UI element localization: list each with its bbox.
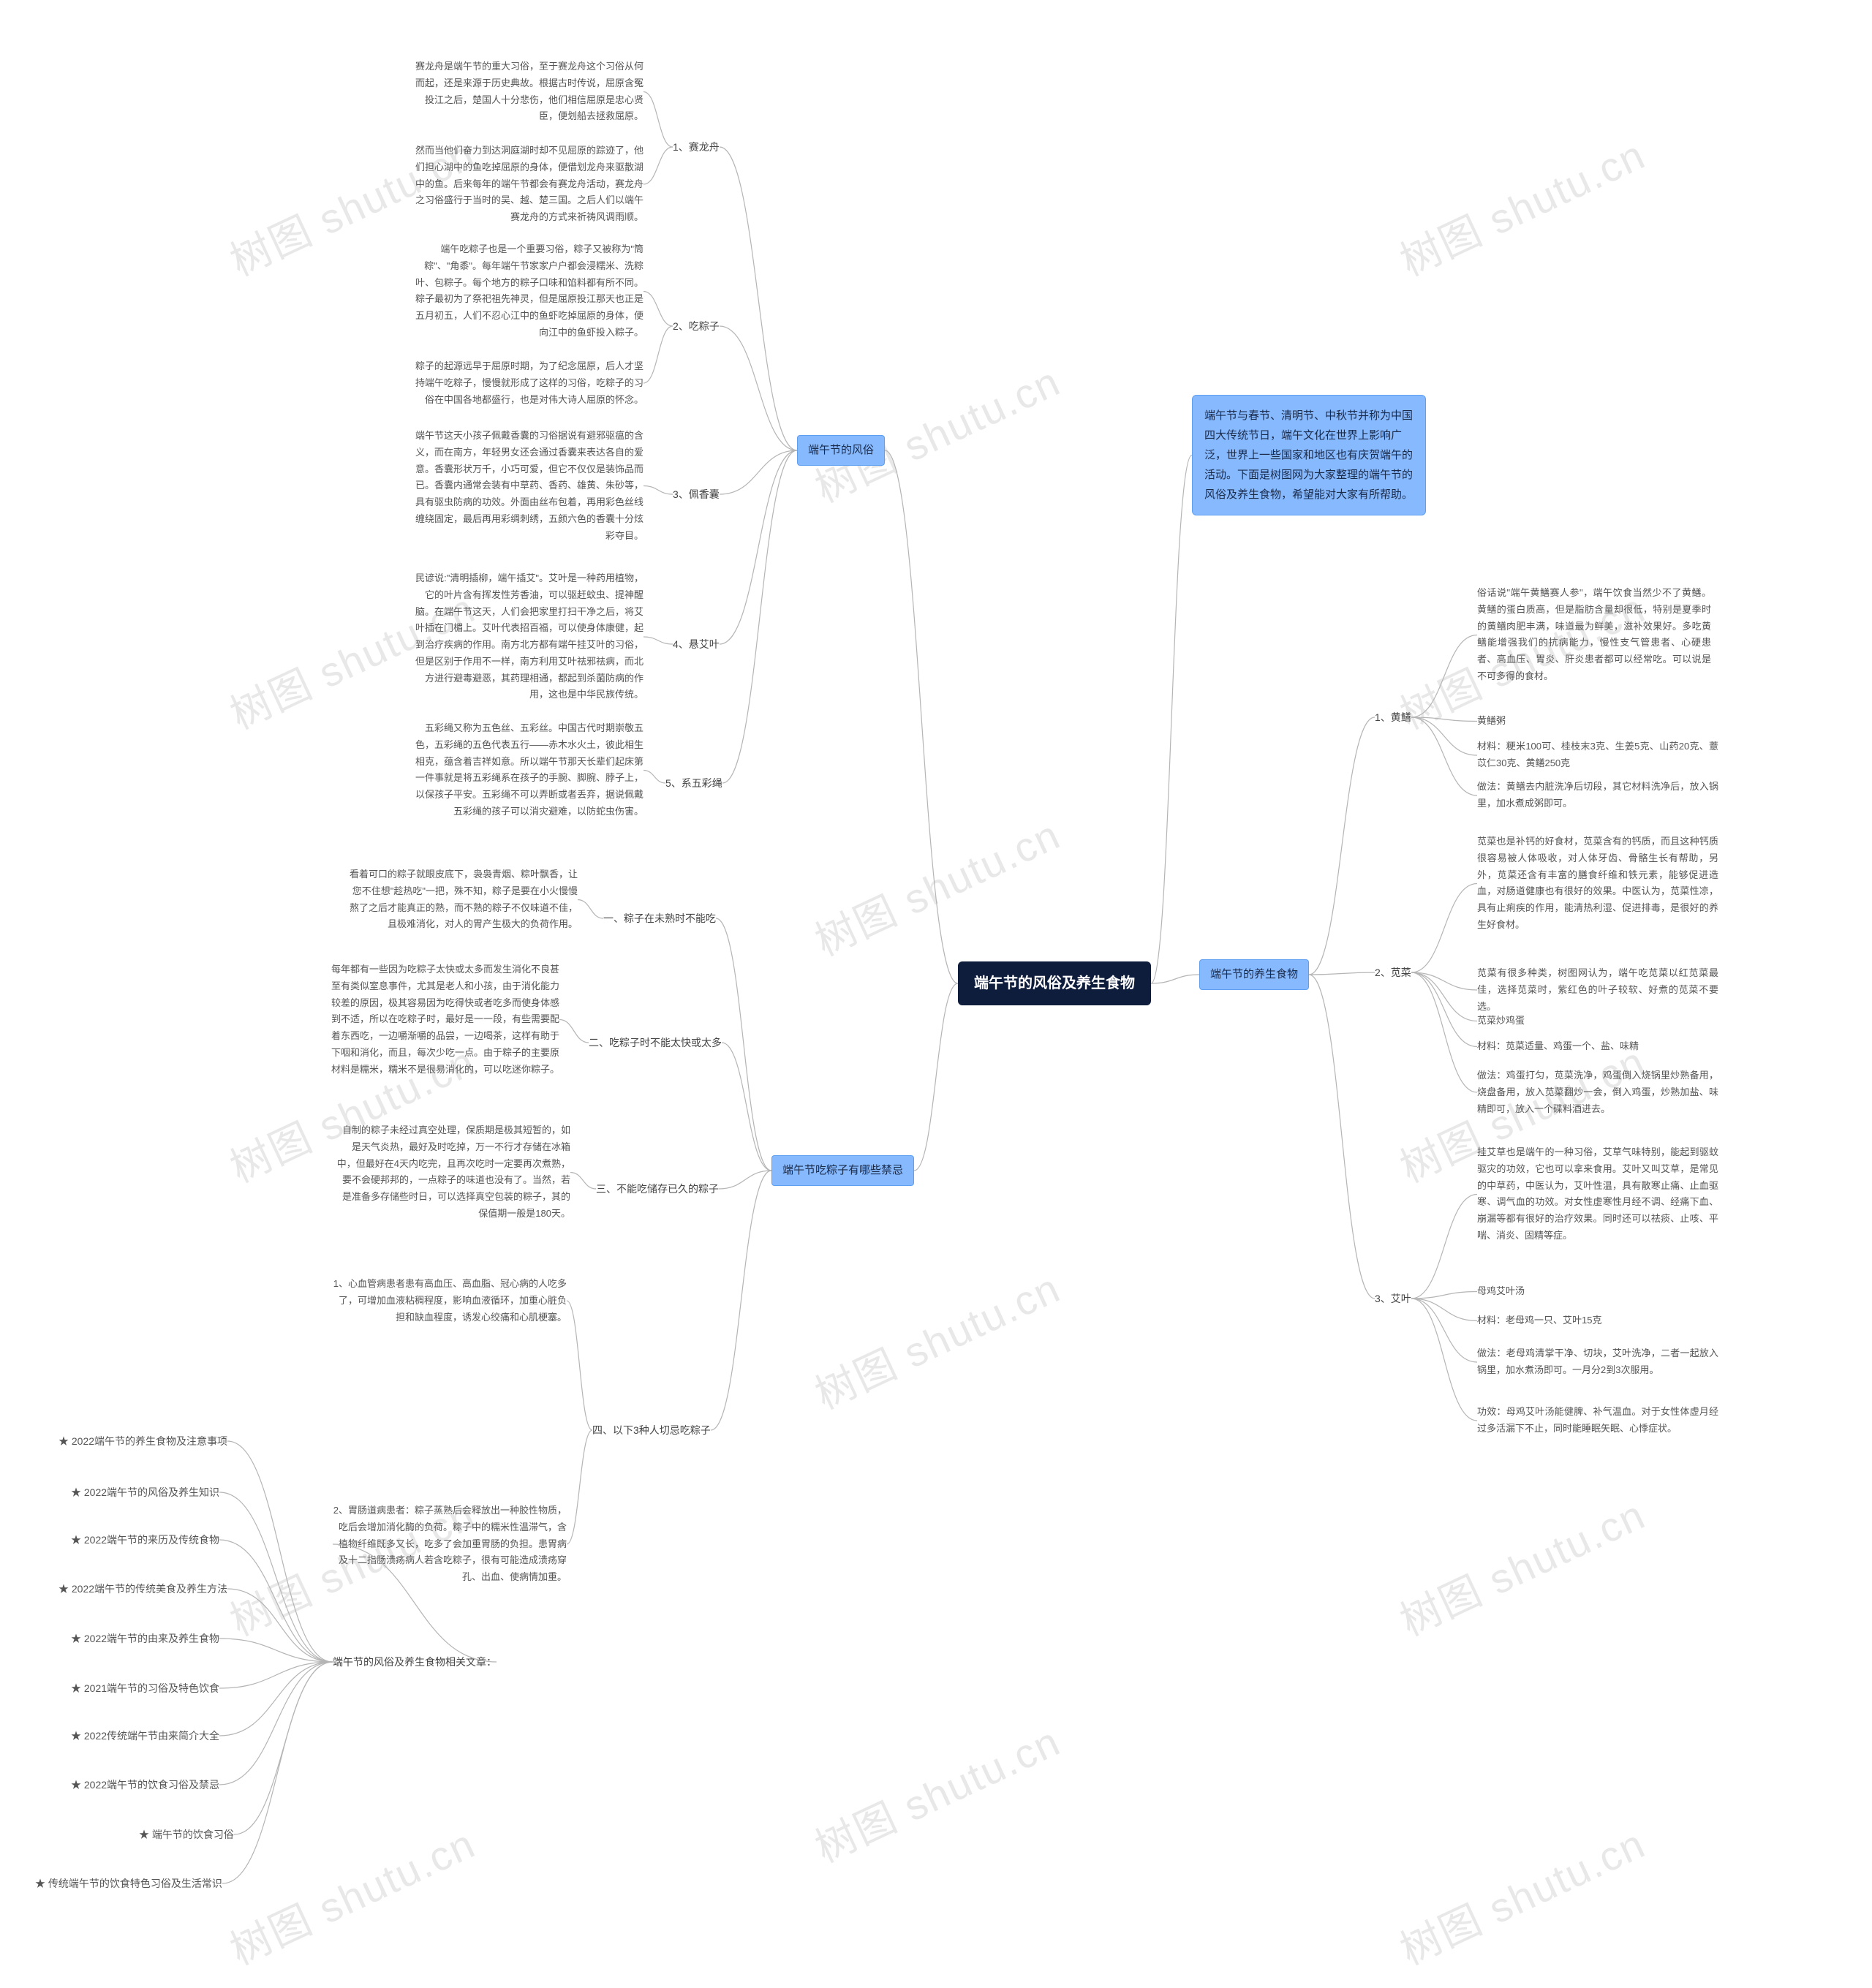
sub-c2[interactable]: 2、吃粽子 bbox=[673, 318, 720, 334]
leaf-t4p2: 2、胃肠道病患者：粽子蒸熟后会释放出一种胶性物质，吃后会增加消化酶的负荷。粽子中… bbox=[333, 1503, 567, 1586]
watermark: 树图 shutu.cn bbox=[804, 349, 1069, 514]
sub-f3[interactable]: 3、艾叶 bbox=[1375, 1290, 1411, 1307]
sub-f1[interactable]: 1、黄鳝 bbox=[1375, 709, 1411, 725]
leaf-f2p5: 做法：鸡蛋打匀，苋菜洗净，鸡蛋倒入烧锅里炒熟备用，烧盘备用，放入苋菜翻炒一会，倒… bbox=[1477, 1067, 1718, 1117]
leaf-f2p3: 苋菜炒鸡蛋 bbox=[1477, 1013, 1525, 1029]
watermark: 树图 shutu.cn bbox=[804, 1709, 1069, 1874]
leaf-c4p1: 民谚说:"清明插柳，端午插艾"。艾叶是一种药用植物，它的叶片含有挥发性芳香油，可… bbox=[410, 570, 644, 703]
leaf-f3p4: 做法：老母鸡清掌干净、切块，艾叶洗净，二者一起放入锅里，加水煮汤即可。一月分2到… bbox=[1477, 1345, 1718, 1379]
branch-taboo[interactable]: 端午节吃粽子有哪些禁忌 bbox=[771, 1155, 914, 1186]
leaf-c2p2: 粽子的起源远早于屈原时期，为了纪念屈原，后人才坚持端午吃粽子，慢慢就形成了这样的… bbox=[410, 358, 644, 408]
watermark: 树图 shutu.cn bbox=[804, 1255, 1069, 1421]
watermark: 树图 shutu.cn bbox=[1389, 122, 1654, 287]
leaf-f3p1: 挂艾草也是端午的一种习俗，艾草气味特别，能起到驱蚊驱灾的功效，它也可以拿来食用。… bbox=[1477, 1144, 1718, 1244]
leaf-f2p1: 苋菜也是补钙的好食材，苋菜含有的钙质，而且这种钙质很容易被人体吸收，对人体牙齿、… bbox=[1477, 834, 1718, 934]
leaf-c5p1: 五彩绳又称为五色丝、五彩丝。中国古代时期崇敬五色，五彩绳的五色代表五行——赤木水… bbox=[410, 720, 644, 820]
sub-c5[interactable]: 5、系五彩绳 bbox=[665, 775, 722, 791]
watermark: 树图 shutu.cn bbox=[1389, 1482, 1654, 1647]
leaf-t1p1: 看着可口的粽子就眼皮底下，袅袅青烟、粽叶飘香，让您不住想"趁热吃"一把，殊不知，… bbox=[344, 866, 578, 933]
sub-f2[interactable]: 2、苋菜 bbox=[1375, 964, 1411, 980]
leaf-f1p4: 做法：黄鳝去内脏洗净后切段，其它材料洗净后，放入锅里，加水煮成粥即可。 bbox=[1477, 779, 1718, 812]
related-link-1[interactable]: ★ 2022端午节的风俗及养生知识 bbox=[71, 1484, 219, 1500]
leaf-f1p1: 俗话说"端午黄鳝赛人参"，端午饮食当然少不了黄鳝。黄鳝的蛋白质高，但是脂肪含量却… bbox=[1477, 585, 1711, 685]
leaf-c3p1: 端午节这天小孩子佩戴香囊的习俗据说有避邪驱瘟的含义，而在南方，年轻男女还会通过香… bbox=[410, 428, 644, 544]
leaf-t3p1: 自制的粽子未经过真空处理，保质期是极其短暂的，如是天气炎热，最好及时吃掉，万一不… bbox=[336, 1122, 570, 1222]
leaf-f2p2: 苋菜有很多种类，树图网认为，端午吃苋菜以红苋菜最佳，选择苋菜时，紫红色的叶子较软… bbox=[1477, 965, 1718, 1015]
related-link-9[interactable]: ★ 传统端午节的饮食特色习俗及生活常识 bbox=[35, 1875, 222, 1891]
watermark: 树图 shutu.cn bbox=[219, 1811, 484, 1976]
branch-customs[interactable]: 端午节的风俗 bbox=[797, 435, 885, 466]
related-link-5[interactable]: ★ 2021端午节的习俗及特色饮食 bbox=[71, 1680, 219, 1696]
related-link-0[interactable]: ★ 2022端午节的养生食物及注意事项 bbox=[58, 1433, 227, 1449]
sub-c4[interactable]: 4、悬艾叶 bbox=[673, 636, 720, 652]
sub-c1[interactable]: 1、赛龙舟 bbox=[673, 139, 720, 155]
watermark: 树图 shutu.cn bbox=[804, 802, 1069, 967]
leaf-f3p3: 材料：老母鸡一只、艾叶15克 bbox=[1477, 1312, 1718, 1329]
related-link-7[interactable]: ★ 2022端午节的饮食习俗及禁忌 bbox=[71, 1777, 219, 1793]
leaf-f3p2: 母鸡艾叶汤 bbox=[1477, 1283, 1525, 1300]
sub-t4[interactable]: 四、以下3种人切忌吃粽子 bbox=[592, 1422, 711, 1438]
sub-t1[interactable]: 一、粽子在未熟时不能吃 bbox=[603, 910, 716, 926]
leaf-f3p5: 功效：母鸡艾叶汤能健脾、补气温血。对于女性体虚月经过多活漏下不止，同时能睡眠矢眠… bbox=[1477, 1404, 1718, 1437]
leaf-c2p1: 端午吃粽子也是一个重要习俗，粽子又被称为"筒粽"、"角黍"。每年端午节家家户户都… bbox=[410, 241, 644, 341]
related-link-4[interactable]: ★ 2022端午节的由来及养生食物 bbox=[71, 1630, 219, 1647]
branch-related[interactable]: 端午节的风俗及养生食物相关文章： bbox=[333, 1654, 497, 1670]
watermark: 树图 shutu.cn bbox=[1389, 1811, 1654, 1976]
leaf-c1p2: 然而当他们奋力到达洞庭湖时却不见屈原的踪迹了，他们担心湖中的鱼吃掉屈原的身体，便… bbox=[410, 143, 644, 226]
leaf-t2p1: 每年都有一些因为吃粽子太快或太多而发生消化不良甚至有类似室息事件，尤其是老人和小… bbox=[325, 961, 559, 1078]
related-link-8[interactable]: ★ 端午节的饮食习俗 bbox=[139, 1826, 234, 1843]
leaf-f1p2: 黄鳝粥 bbox=[1477, 713, 1506, 730]
leaf-t4p1: 1、心血管病患者患有高血压、高血脂、冠心病的人吃多了，可增加血液粘稠程度，影响血… bbox=[333, 1276, 567, 1326]
related-link-3[interactable]: ★ 2022端午节的传统美食及养生方法 bbox=[58, 1581, 227, 1597]
intro-node: 端午节与春节、清明节、中秋节并称为中国四大传统节日，端午文化在世界上影响广泛，世… bbox=[1192, 395, 1426, 515]
leaf-f1p3: 材料：粳米100可、桂枝末3克、生姜5克、山药20克、薏苡仁30克、黄鳝250克 bbox=[1477, 738, 1718, 772]
sub-t2[interactable]: 二、吃粽子时不能太快或太多 bbox=[589, 1035, 722, 1051]
leaf-c1p1: 赛龙舟是端午节的重大习俗，至于赛龙舟这个习俗从何而起，还是来源于历史典故。根据古… bbox=[410, 58, 644, 125]
related-link-6[interactable]: ★ 2022传统端午节由来简介大全 bbox=[71, 1728, 219, 1744]
sub-c3[interactable]: 3、佩香囊 bbox=[673, 486, 720, 502]
root-node[interactable]: 端午节的风俗及养生食物 bbox=[958, 961, 1151, 1005]
sub-t3[interactable]: 三、不能吃储存已久的粽子 bbox=[596, 1181, 719, 1197]
related-link-2[interactable]: ★ 2022端午节的来历及传统食物 bbox=[71, 1532, 219, 1548]
leaf-f2p4: 材料：苋菜适量、鸡蛋一个、盐、味精 bbox=[1477, 1038, 1718, 1055]
branch-foods[interactable]: 端午节的养生食物 bbox=[1199, 959, 1309, 990]
